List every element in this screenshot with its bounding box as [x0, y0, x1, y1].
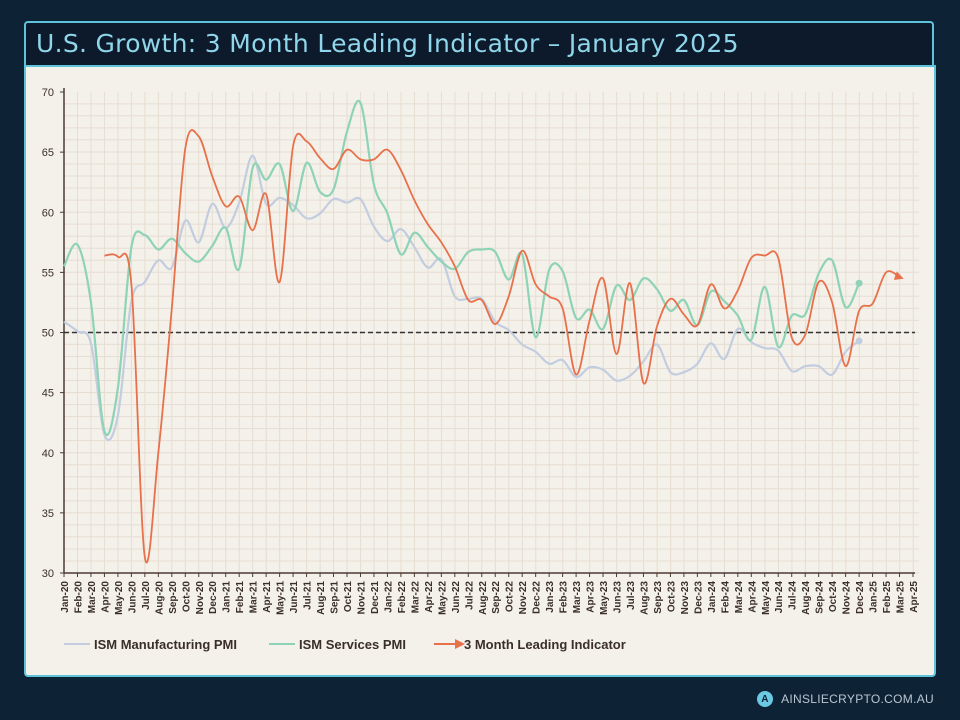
x-tick-label: Jul-22 [464, 581, 475, 610]
x-tick-label: Jan-20 [60, 581, 71, 613]
series-line-ism-manufacturing-pmi [63, 154, 860, 442]
x-tick-label: Nov-20 [195, 581, 206, 615]
legend-item: 3 Month Leading Indicator [434, 637, 626, 652]
legend-label: 3 Month Leading Indicator [464, 637, 626, 652]
x-tick-label: Sep-23 [653, 581, 664, 614]
x-tick-label: Dec-24 [855, 581, 866, 614]
series-end-dot [855, 279, 863, 287]
series-line-3-month-leading-indicator [104, 129, 904, 564]
chart-panel [24, 65, 936, 677]
x-tick-label: Apr-24 [747, 581, 758, 613]
x-tick-label: Jan-24 [707, 581, 718, 613]
x-tick-label: Jul-23 [626, 581, 637, 610]
legend-label: ISM Services PMI [299, 637, 406, 652]
series-end-dot [855, 337, 863, 345]
x-tick-label: Apr-23 [586, 581, 597, 613]
x-tick-label: Feb-20 [73, 581, 84, 614]
y-tick-label: 50 [42, 328, 54, 340]
y-tick-label: 65 [42, 147, 54, 159]
x-tick-label: Nov-24 [842, 581, 853, 615]
x-tick-label: Mar-23 [572, 581, 583, 614]
x-tick-label: Jun-20 [127, 581, 138, 614]
x-tick-label: Aug-20 [154, 581, 165, 615]
x-tick-label: Sep-20 [168, 581, 179, 614]
x-tick-label: Mar-21 [249, 581, 260, 614]
x-tick-label: Apr-25 [909, 581, 920, 613]
x-tick-label: May-22 [437, 581, 448, 615]
x-tick-label: Jul-24 [788, 581, 799, 610]
x-tick-label: Dec-22 [532, 581, 543, 614]
x-tick-label: Jul-20 [141, 581, 152, 610]
x-tick-label: Sep-21 [330, 581, 341, 614]
legend: ISM Manufacturing PMI ISM Services PMI 3 M… [64, 637, 626, 652]
x-tick-label: Dec-23 [693, 581, 704, 614]
y-tick-label: 70 [42, 87, 54, 99]
legend-item: ISM Manufacturing PMI [64, 637, 237, 652]
x-tick-label: Jun-22 [451, 581, 462, 614]
legend-label: ISM Manufacturing PMI [94, 637, 237, 652]
series-line-ism-services-pmi [63, 99, 861, 437]
x-tick-label: Mar-25 [896, 581, 907, 614]
x-tick-label: Aug-22 [478, 581, 489, 615]
x-tick-label: Mar-24 [734, 581, 745, 614]
x-tick-label: Aug-23 [639, 581, 650, 615]
y-tick-label: 30 [42, 568, 54, 580]
x-tick-label: Sep-24 [815, 581, 826, 614]
x-tick-label: Jun-24 [774, 581, 785, 614]
x-tick-label: May-24 [761, 581, 772, 615]
x-tick-label: Feb-23 [559, 581, 570, 614]
x-tick-label: Nov-23 [680, 581, 691, 615]
x-tick-label: Nov-22 [518, 581, 529, 615]
y-tick-label: 40 [42, 448, 54, 460]
x-tick-label: Jul-21 [303, 581, 314, 610]
x-tick-label: Oct-20 [181, 581, 192, 613]
x-tick-label: May-21 [276, 581, 287, 615]
y-tick-label: 60 [42, 207, 54, 219]
x-tick-label: Mar-22 [410, 581, 421, 614]
footer-brand: AINSLIECRYPTO.COM.AU [781, 692, 934, 706]
x-tick-label: Jan-25 [869, 581, 880, 613]
x-tick-label: Dec-20 [208, 581, 219, 614]
x-tick-label: Oct-22 [505, 581, 516, 613]
x-tick-label: Jan-23 [545, 581, 556, 613]
legend-item: ISM Services PMI [269, 637, 406, 652]
x-tick-label: Apr-20 [100, 581, 111, 613]
x-tick-label: Apr-22 [424, 581, 435, 613]
x-tick-label: Jun-23 [613, 581, 624, 614]
x-tick-label: May-20 [114, 581, 125, 615]
x-tick-label: Dec-21 [370, 581, 381, 614]
x-tick-label: Oct-21 [343, 581, 354, 613]
x-tick-label: Feb-25 [882, 581, 893, 614]
brand-logo-icon: A [757, 691, 774, 707]
title-bar: U.S. Growth: 3 Month Leading Indicator –… [24, 21, 934, 65]
x-tick-label: Nov-21 [356, 581, 367, 615]
x-tick-label: Feb-21 [235, 581, 246, 614]
x-tick-label: Mar-20 [87, 581, 98, 614]
x-tick-label: Oct-24 [828, 581, 839, 613]
x-tick-label: Feb-22 [397, 581, 408, 614]
x-tick-label: Aug-24 [801, 581, 812, 615]
x-tick-label: Feb-24 [720, 581, 731, 614]
y-tick-label: 35 [42, 508, 54, 520]
footer: A AINSLIECRYPTO.COM.AU [757, 691, 934, 707]
x-tick-label: Apr-21 [262, 581, 273, 613]
x-tick-label: Jan-22 [383, 581, 394, 613]
x-tick-label: Jan-21 [222, 581, 233, 613]
x-tick-label: Jun-21 [289, 581, 300, 614]
x-tick-label: Oct-23 [666, 581, 677, 613]
x-tick-label: Aug-21 [316, 581, 327, 615]
y-tick-label: 55 [42, 267, 54, 279]
x-tick-label: May-23 [599, 581, 610, 615]
y-tick-label: 45 [42, 388, 54, 400]
x-tick-label: Sep-22 [491, 581, 502, 614]
page-title: U.S. Growth: 3 Month Leading Indicator –… [36, 29, 739, 58]
